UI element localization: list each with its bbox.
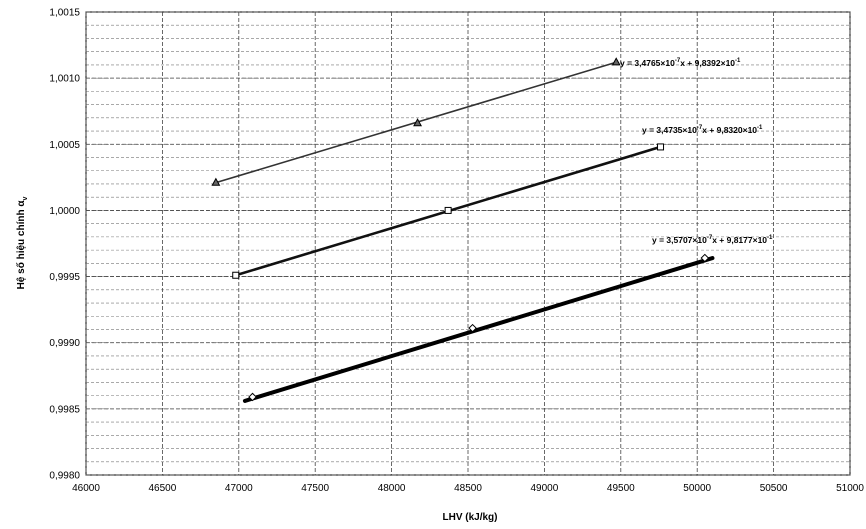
series-3-equation: y = 3,5707×10-7x + 9,8177×10-1: [652, 235, 773, 245]
series-3-line: [242, 256, 715, 403]
series-1-point: [611, 57, 621, 66]
y-tick-label: 1,0015: [49, 8, 80, 19]
x-tick-label: 48000: [378, 483, 406, 494]
x-tick-label: 50000: [683, 483, 711, 494]
x-tick-label: 46500: [148, 483, 176, 494]
y-tick-label: 1,0010: [49, 74, 80, 85]
y-tick-label: 0,9990: [49, 338, 80, 349]
y-tick-labels: 0,9980 0,9985 0,9990 0,9995 1,0000 1,0005 1,00…: [49, 8, 80, 482]
major-gridlines: [85, 11, 851, 476]
x-tick-label: 49000: [530, 483, 558, 494]
series-1-point: [211, 177, 221, 186]
series-2-point: [232, 271, 240, 279]
equations-layer: y = 3,4765×10-7x + 9,8392×10-1 y = 3,4735…: [620, 58, 773, 245]
series-3-point: [468, 323, 477, 333]
y-tick-label: 1,0005: [49, 140, 80, 151]
series-2-point: [657, 143, 665, 151]
series-3-point: [700, 253, 710, 263]
x-tick-label: 51000: [836, 483, 864, 494]
y-axis-title: Hệ số hiệu chính αv: [15, 196, 29, 289]
y-tick-label: 0,9980: [49, 471, 80, 482]
x-tick-label: 50500: [760, 483, 788, 494]
markers-layer: [211, 57, 710, 402]
y-tick-label: 1,0000: [49, 206, 80, 217]
series-1-equation: y = 3,4765×10-7x + 9,8392×10-1: [620, 58, 741, 68]
x-tick-label: 47000: [225, 483, 253, 494]
series-1-point: [413, 118, 423, 127]
series-3-point: [248, 392, 257, 402]
x-tick-label: 47500: [301, 483, 329, 494]
x-tick-label: 49500: [607, 483, 635, 494]
y-tick-label: 0,9995: [49, 272, 80, 283]
x-axis-title: LHV (kJ/kg): [442, 512, 497, 523]
series-2-equation: y = 3,4735×10-7x + 9,8320×10-1: [642, 125, 763, 135]
x-tick-label: 48500: [454, 483, 482, 494]
series-2-point: [444, 206, 452, 214]
x-tick-label: 46000: [72, 483, 100, 494]
x-tick-labels: 46000 46500 47000 47500 48000 48500 49000 49500…: [72, 483, 864, 494]
y-tick-label: 0,9985: [49, 404, 80, 415]
